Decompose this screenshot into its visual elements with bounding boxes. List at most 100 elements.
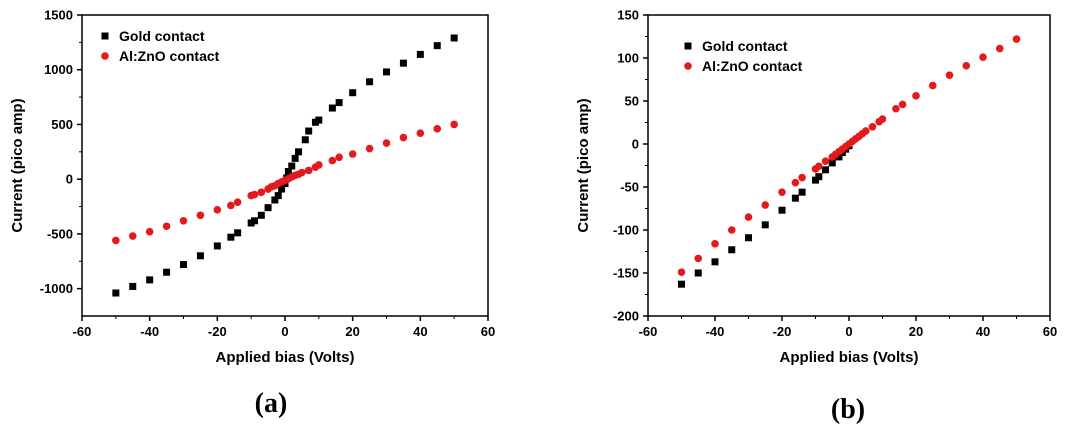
data-point xyxy=(348,150,357,158)
x-tick-label: 40 xyxy=(976,324,990,339)
x-tick-label: -60 xyxy=(73,324,92,339)
data-point xyxy=(291,154,299,162)
data-point xyxy=(146,276,154,284)
panel-label: (b) xyxy=(831,394,865,425)
chart-panel-a: -60 -40 -20 0 20 40 60 -1000 -500 0 500 1000 1500 App… xyxy=(9,8,495,420)
y-tick-label: -150 xyxy=(613,266,639,281)
data-point xyxy=(382,139,391,147)
legend-marker-circle xyxy=(684,62,692,70)
data-point xyxy=(745,234,752,242)
data-point xyxy=(778,188,786,196)
data-point xyxy=(711,239,719,248)
y-tick-label: 1000 xyxy=(44,62,73,77)
legend: Gold contact Al:ZnO contact xyxy=(684,38,803,74)
chart-panel-b: -60 -40 -20 0 20 40 60-200-150-100-50050100150… xyxy=(575,8,1057,426)
data-point xyxy=(727,226,736,234)
legend-label: Gold contact xyxy=(702,38,788,54)
x-tick-label: 0 xyxy=(281,324,288,339)
legend-label: Gold contact xyxy=(119,28,205,44)
data-point xyxy=(791,178,800,187)
data-point xyxy=(677,268,686,276)
data-point xyxy=(257,188,266,197)
data-point xyxy=(366,78,374,86)
y-tick-label: 150 xyxy=(617,8,639,23)
data-point xyxy=(815,162,823,171)
data-point xyxy=(301,136,309,144)
data-point xyxy=(761,201,770,209)
data-point xyxy=(383,68,390,76)
x-tick-label: 0 xyxy=(845,324,852,339)
y-tick-label: -1000 xyxy=(40,281,73,296)
y-tick-label: -100 xyxy=(613,223,639,238)
data-point xyxy=(798,173,806,182)
data-point xyxy=(399,133,408,142)
data-point xyxy=(304,166,313,175)
data-point xyxy=(271,196,279,204)
data-point xyxy=(349,89,357,97)
data-point xyxy=(128,232,137,240)
y-tick-label: 1500 xyxy=(44,8,73,23)
data-point xyxy=(298,168,306,177)
data-point xyxy=(278,185,286,193)
data-point xyxy=(433,42,441,50)
data-point xyxy=(179,216,188,225)
x-tick-label: 60 xyxy=(481,324,495,339)
data-point xyxy=(315,161,323,169)
data-point xyxy=(694,269,702,277)
data-point xyxy=(227,201,235,210)
y-tick-label: 0 xyxy=(632,137,639,152)
panel-label: (a) xyxy=(255,388,288,419)
data-point xyxy=(1012,35,1021,43)
data-point xyxy=(365,144,374,153)
data-point xyxy=(274,192,282,200)
data-point xyxy=(962,61,971,70)
data-point xyxy=(694,254,703,263)
data-point xyxy=(264,204,272,212)
data-point xyxy=(251,217,259,225)
x-axis-title: Applied bias (Volts) xyxy=(780,349,919,366)
data-point xyxy=(861,127,870,135)
x-tick-label: 20 xyxy=(345,324,359,339)
data-point xyxy=(416,50,424,58)
data-point xyxy=(328,156,337,165)
data-point xyxy=(878,115,887,123)
data-point xyxy=(315,116,323,124)
data-point xyxy=(791,194,799,202)
data-point xyxy=(995,44,1004,53)
data-point xyxy=(892,104,900,113)
data-point xyxy=(450,34,458,42)
data-point xyxy=(678,280,685,288)
data-point xyxy=(284,168,292,176)
data-point xyxy=(288,162,296,170)
data-point xyxy=(711,258,719,266)
y-tick-label: -200 xyxy=(613,309,639,324)
data-point xyxy=(761,221,769,229)
y-tick-label: 100 xyxy=(617,51,639,66)
x-tick-label: 40 xyxy=(413,324,427,339)
data-point xyxy=(744,213,753,221)
data-point xyxy=(335,153,343,162)
x-tick-label: -60 xyxy=(639,324,658,339)
series-alzno-contact xyxy=(112,120,458,245)
y-tick-label: 0 xyxy=(66,172,73,187)
data-point xyxy=(213,242,221,250)
data-point xyxy=(250,190,259,199)
data-point xyxy=(196,252,204,260)
data-point xyxy=(227,233,235,241)
legend-marker-square xyxy=(684,42,692,50)
data-point xyxy=(162,222,171,231)
data-point xyxy=(145,227,154,236)
data-point xyxy=(180,261,187,269)
data-point xyxy=(898,100,907,109)
data-point xyxy=(399,59,407,67)
data-point xyxy=(822,166,830,174)
data-point xyxy=(433,125,442,133)
data-point xyxy=(868,123,877,131)
data-point xyxy=(213,206,222,214)
y-axis-title: Current (pico amp) xyxy=(575,98,592,232)
y-tick-label: -50 xyxy=(620,180,639,195)
data-point xyxy=(295,148,303,156)
series-gold-contact xyxy=(112,34,458,297)
x-tick-label: -40 xyxy=(140,324,159,339)
